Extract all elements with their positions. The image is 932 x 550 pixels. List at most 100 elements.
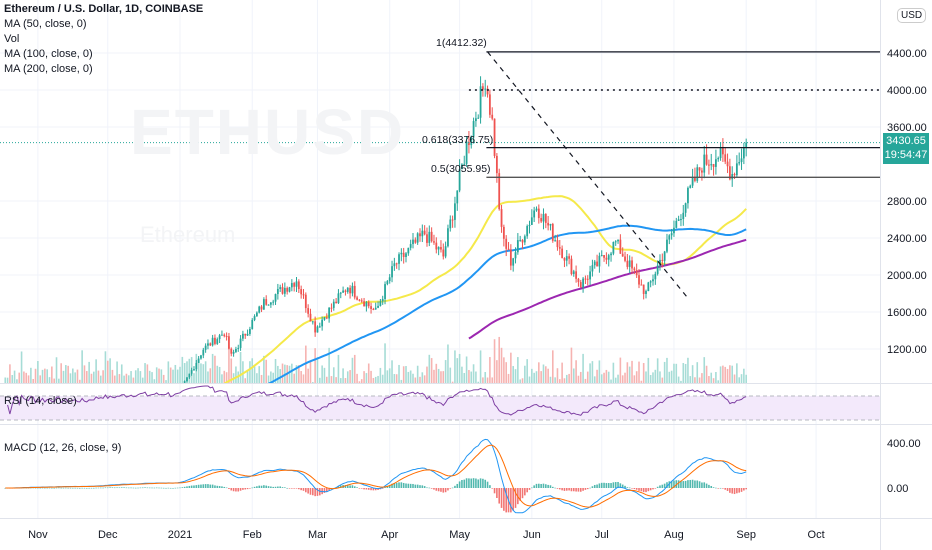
macd-histogram-bar <box>120 487 123 488</box>
candle-body <box>691 176 694 186</box>
macd-histogram-bar <box>451 487 454 489</box>
macd-histogram-bar <box>314 488 316 497</box>
time-tick-label[interactable]: Mar <box>308 529 327 541</box>
candle-body <box>705 154 708 165</box>
macd-label[interactable]: MACD (12, 26, close, 9) <box>4 442 122 454</box>
macd-histogram-bar <box>677 480 680 488</box>
volume-bar <box>372 377 375 383</box>
candle-body <box>349 287 351 294</box>
candle-body <box>512 258 515 266</box>
macd-histogram-bar <box>186 486 188 488</box>
volume-bar <box>200 363 202 383</box>
volume-bar <box>30 367 32 383</box>
macd-histogram-bar <box>337 486 340 488</box>
volume-bar <box>435 363 438 383</box>
volume-bar <box>498 336 501 383</box>
volume-bar <box>645 371 647 383</box>
symbol-title[interactable]: Ethereum / U.S. Dollar, 1D, COINBASE <box>4 3 204 15</box>
volume-bar <box>335 377 337 383</box>
rsi-label[interactable]: RSI (14, close) <box>4 395 77 407</box>
volume-bar <box>470 371 473 383</box>
indicator-ma50[interactable]: MA (50, close, 0) <box>4 18 87 30</box>
candle-body <box>358 299 361 301</box>
candle-body <box>475 118 477 122</box>
macd-histogram-bar <box>572 488 575 492</box>
candle-body <box>183 381 186 383</box>
time-tick-label[interactable]: Jun <box>523 529 541 541</box>
volume-bar <box>293 373 295 383</box>
time-tick-label[interactable]: Feb <box>243 529 262 541</box>
indicator-ma200[interactable]: MA (200, close, 0) <box>4 63 93 75</box>
macd-histogram-bar <box>174 487 177 489</box>
indicator-vol[interactable]: Vol <box>4 33 20 45</box>
indicator-ma100[interactable]: MA (100, close, 0) <box>4 48 93 60</box>
volume-bar <box>554 377 556 383</box>
candle-body <box>428 231 431 243</box>
candle-body <box>505 238 508 249</box>
time-tick-label[interactable]: Jul <box>595 529 609 541</box>
candle-body <box>414 239 417 243</box>
candle-body <box>386 281 389 285</box>
candle-body <box>339 292 342 294</box>
macd-histogram-bar <box>88 487 90 489</box>
volume-bar <box>265 359 268 383</box>
volume-bar <box>633 375 636 383</box>
macd-histogram-bar <box>435 488 438 491</box>
macd-histogram-bar <box>102 487 104 489</box>
macd-histogram-bar <box>200 484 202 488</box>
volume-bar <box>400 379 403 383</box>
candle-body <box>533 210 536 218</box>
volume-bar <box>62 370 65 383</box>
candle-body <box>507 248 510 250</box>
candle-body <box>561 248 564 258</box>
time-tick-label[interactable]: Sep <box>736 529 756 541</box>
volume-bar <box>295 365 298 383</box>
macd-histogram-bar <box>127 487 130 489</box>
macd-histogram-bar <box>211 484 214 488</box>
volume-bar <box>402 366 405 383</box>
volume-bar <box>90 373 93 383</box>
volume-bar <box>531 368 533 383</box>
candle-body <box>488 94 491 115</box>
macd-histogram-bar <box>731 488 734 494</box>
volume-bar <box>337 354 340 383</box>
volume-bar <box>106 360 109 383</box>
macd-histogram-bar <box>253 486 256 488</box>
volume-bar <box>547 368 549 383</box>
volume-bar <box>603 372 605 383</box>
volume-bar <box>288 365 291 383</box>
volume-bar <box>123 375 125 383</box>
macd-histogram-bar <box>188 485 191 488</box>
candle-body <box>710 164 713 166</box>
macd-histogram-bar <box>97 487 100 489</box>
time-tick-label[interactable]: Aug <box>664 529 684 541</box>
candle-body <box>423 230 426 235</box>
volume-bar <box>298 365 300 383</box>
fib-label-1: 1(4412.32) <box>436 37 487 49</box>
volume-bar <box>118 374 121 383</box>
candle-body <box>568 256 571 259</box>
time-tick-label[interactable]: May <box>449 529 470 541</box>
macd-histogram-bar <box>619 483 622 488</box>
macd-histogram-bar <box>640 488 643 492</box>
time-tick-label[interactable]: Nov <box>28 529 48 541</box>
candle-body <box>680 219 682 221</box>
macd-histogram-bar <box>568 488 570 491</box>
currency-button[interactable]: USD <box>897 8 927 23</box>
volume-bar <box>144 363 146 383</box>
macd-histogram-bar <box>463 479 466 488</box>
volume-bar <box>680 380 682 383</box>
macd-histogram-bar <box>312 488 314 496</box>
time-tick-label[interactable]: Dec <box>98 529 118 541</box>
time-tick-label[interactable]: 2021 <box>168 529 192 541</box>
candle-body <box>668 235 671 240</box>
time-tick-label[interactable]: Oct <box>808 529 825 541</box>
volume-bar <box>717 380 720 383</box>
volume-bar <box>449 367 452 383</box>
macd-histogram-bar <box>470 478 473 488</box>
macd-histogram-bar <box>44 487 46 489</box>
time-tick-label[interactable]: Apr <box>381 529 398 541</box>
volume-bar <box>586 371 589 383</box>
candle-body <box>195 362 198 370</box>
